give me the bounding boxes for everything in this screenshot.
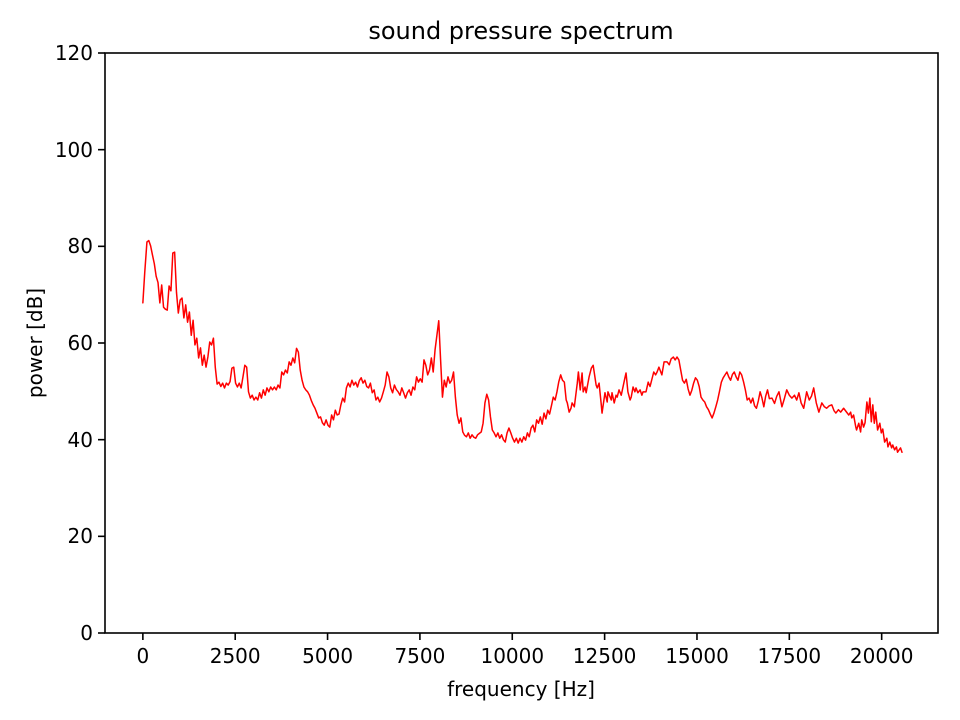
- x-tick-label: 5000: [302, 644, 354, 668]
- y-axis-label: power [dB]: [23, 287, 47, 399]
- x-tick-label: 20000: [849, 644, 914, 668]
- spectrum-line: [142, 239, 903, 453]
- x-tick-label: 0: [136, 644, 150, 668]
- x-axis-label: frequency [Hz]: [447, 677, 595, 701]
- y-tick-label: 20: [67, 524, 93, 549]
- y-tick-label: 40: [67, 427, 93, 452]
- y-tick-label: 100: [54, 137, 93, 162]
- y-tick-label: 120: [54, 41, 93, 65]
- x-tick-label: 2500: [209, 644, 261, 668]
- y-tick-label: 0: [80, 621, 93, 645]
- x-tick-label: 7500: [394, 644, 446, 668]
- axes-frame: [104, 52, 939, 634]
- chart-title: sound pressure spectrum: [368, 17, 674, 45]
- x-tick-label: 10000: [480, 644, 545, 668]
- x-tick-label: 15000: [665, 644, 729, 668]
- x-tick-label: 17500: [757, 644, 822, 668]
- x-tick-label: 12500: [572, 644, 637, 668]
- y-tick-label: 80: [67, 234, 93, 259]
- y-tick-label: 60: [67, 331, 93, 355]
